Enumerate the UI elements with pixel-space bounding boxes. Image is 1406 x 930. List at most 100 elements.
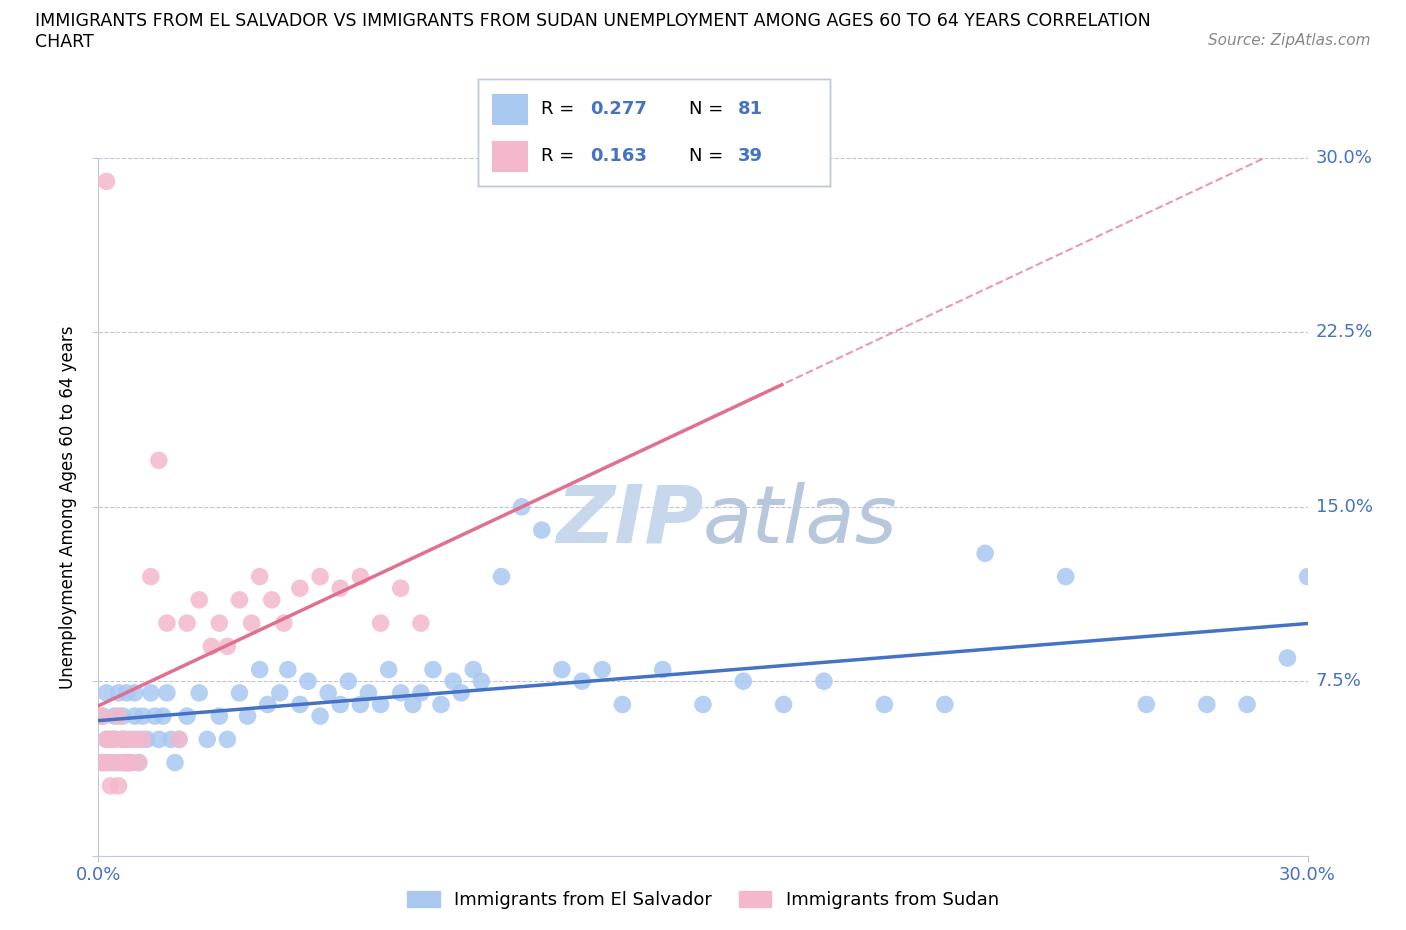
Point bbox=[236, 709, 259, 724]
Point bbox=[329, 580, 352, 595]
Text: 0.277: 0.277 bbox=[591, 100, 647, 118]
Point bbox=[120, 755, 142, 770]
Point bbox=[120, 732, 142, 747]
Text: 22.5%: 22.5% bbox=[1316, 324, 1374, 341]
Point bbox=[551, 662, 574, 677]
Point bbox=[441, 673, 464, 688]
Point bbox=[111, 755, 134, 770]
Point bbox=[733, 673, 755, 688]
Point bbox=[402, 698, 425, 712]
Point bbox=[228, 592, 250, 607]
Point bbox=[135, 732, 157, 747]
Point bbox=[124, 732, 146, 747]
Point bbox=[143, 709, 166, 724]
Point bbox=[100, 732, 122, 747]
Point bbox=[249, 662, 271, 677]
Point bbox=[1236, 698, 1258, 712]
Point bbox=[1296, 569, 1319, 584]
Point bbox=[934, 698, 956, 712]
Point bbox=[256, 698, 278, 712]
Point bbox=[389, 580, 412, 595]
Bar bbox=[492, 94, 527, 124]
Point bbox=[1135, 698, 1157, 712]
Point bbox=[188, 685, 211, 700]
Point bbox=[409, 616, 432, 631]
Point bbox=[91, 755, 114, 770]
Point bbox=[288, 698, 311, 712]
Point bbox=[1277, 651, 1299, 666]
Point bbox=[349, 569, 371, 584]
Text: 81: 81 bbox=[738, 100, 763, 118]
Point bbox=[91, 755, 114, 770]
Point bbox=[111, 732, 134, 747]
Point bbox=[491, 569, 513, 584]
Point bbox=[124, 709, 146, 724]
Point bbox=[107, 685, 129, 700]
Text: Source: ZipAtlas.com: Source: ZipAtlas.com bbox=[1208, 33, 1371, 48]
Point bbox=[422, 662, 444, 677]
Point bbox=[100, 778, 122, 793]
Text: ZIP: ZIP bbox=[555, 482, 703, 560]
Point bbox=[176, 616, 198, 631]
Point bbox=[370, 698, 392, 712]
Point bbox=[349, 698, 371, 712]
Point bbox=[772, 698, 794, 712]
Point bbox=[370, 616, 392, 631]
Point bbox=[249, 569, 271, 584]
Point bbox=[357, 685, 380, 700]
Point bbox=[188, 592, 211, 607]
Point bbox=[128, 732, 150, 747]
Point bbox=[115, 755, 138, 770]
Point bbox=[195, 732, 218, 747]
Point bbox=[96, 732, 118, 747]
Point bbox=[132, 732, 155, 747]
Point bbox=[329, 698, 352, 712]
Point bbox=[156, 616, 179, 631]
Text: 7.5%: 7.5% bbox=[1316, 672, 1362, 690]
Point bbox=[430, 698, 453, 712]
Point bbox=[217, 639, 239, 654]
Point bbox=[651, 662, 673, 677]
Point bbox=[176, 709, 198, 724]
Point bbox=[277, 662, 299, 677]
Point bbox=[124, 685, 146, 700]
Point bbox=[208, 616, 231, 631]
Legend: Immigrants from El Salvador, Immigrants from Sudan: Immigrants from El Salvador, Immigrants … bbox=[399, 884, 1007, 916]
Point bbox=[100, 732, 122, 747]
Text: IMMIGRANTS FROM EL SALVADOR VS IMMIGRANTS FROM SUDAN UNEMPLOYMENT AMONG AGES 60 : IMMIGRANTS FROM EL SALVADOR VS IMMIGRANT… bbox=[35, 12, 1152, 30]
Point bbox=[389, 685, 412, 700]
Y-axis label: Unemployment Among Ages 60 to 64 years: Unemployment Among Ages 60 to 64 years bbox=[59, 326, 77, 688]
Point bbox=[692, 698, 714, 712]
Text: 39: 39 bbox=[738, 147, 763, 165]
Text: N =: N = bbox=[689, 147, 728, 165]
Point bbox=[309, 709, 332, 724]
Point bbox=[107, 709, 129, 724]
Point bbox=[612, 698, 634, 712]
Point bbox=[107, 778, 129, 793]
Point bbox=[132, 709, 155, 724]
Point bbox=[96, 685, 118, 700]
Point bbox=[208, 709, 231, 724]
Point bbox=[96, 732, 118, 747]
Point bbox=[813, 673, 835, 688]
Point bbox=[100, 755, 122, 770]
Point bbox=[103, 732, 125, 747]
Point bbox=[530, 523, 553, 538]
Point bbox=[128, 755, 150, 770]
Point bbox=[115, 732, 138, 747]
Point bbox=[96, 174, 118, 189]
Point bbox=[1195, 698, 1218, 712]
Text: 15.0%: 15.0% bbox=[1316, 498, 1372, 516]
Point bbox=[107, 755, 129, 770]
Text: R =: R = bbox=[541, 100, 581, 118]
Point bbox=[316, 685, 339, 700]
Point bbox=[120, 755, 142, 770]
Point bbox=[217, 732, 239, 747]
Point bbox=[377, 662, 399, 677]
Text: 0.163: 0.163 bbox=[591, 147, 647, 165]
Point bbox=[163, 755, 186, 770]
Point bbox=[111, 732, 134, 747]
Point bbox=[974, 546, 997, 561]
Point bbox=[309, 569, 332, 584]
Point bbox=[160, 732, 183, 747]
